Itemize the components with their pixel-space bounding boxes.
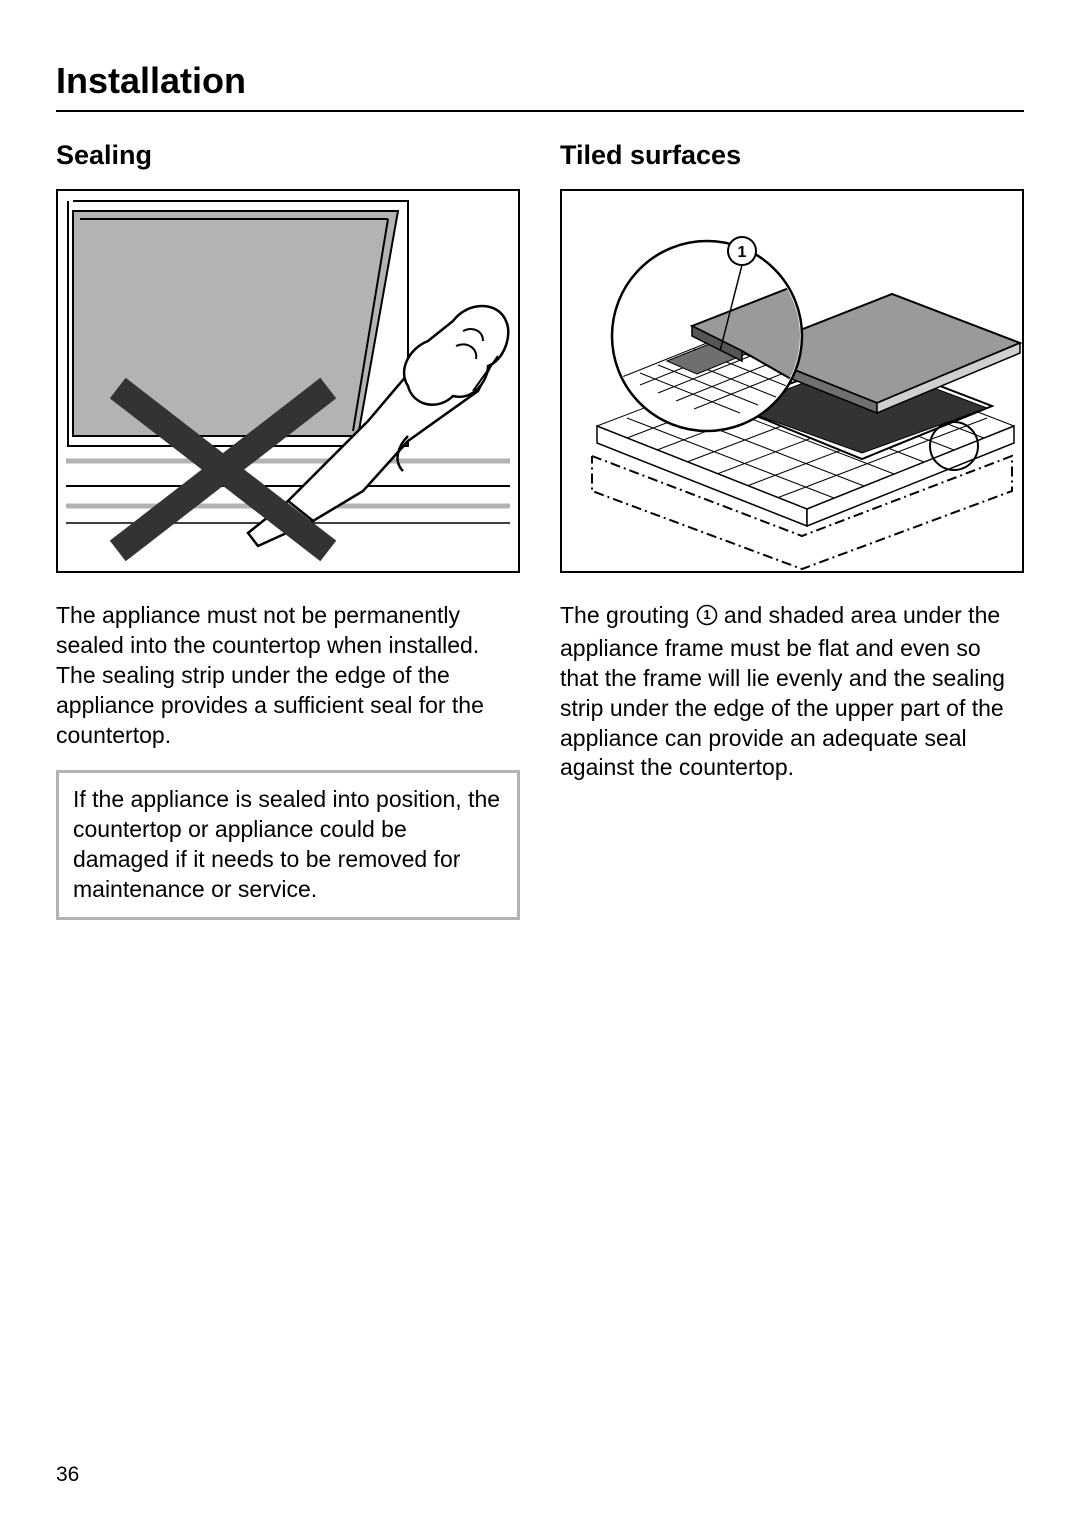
page-title: Installation <box>56 60 1024 102</box>
left-column: Sealing <box>56 140 520 920</box>
callout-1-inline-icon: 1 <box>696 604 718 634</box>
sealing-paragraph: The appliance must not be permanently se… <box>56 601 520 750</box>
sealing-warning-box: If the appliance is sealed into position… <box>56 770 520 920</box>
title-rule <box>56 110 1024 112</box>
tiled-paragraph: The grouting 1 and shaded area under the… <box>560 601 1024 783</box>
tiled-heading: Tiled surfaces <box>560 140 1024 171</box>
sealing-warning-text: If the appliance is sealed into position… <box>73 786 500 902</box>
tiled-para-after: and shaded area under the appliance fram… <box>560 602 1005 780</box>
sealing-figure <box>56 189 520 573</box>
manual-page: Installation Sealing <box>0 0 1080 1529</box>
tiled-diagram-svg: 1 <box>562 191 1022 571</box>
sealing-heading: Sealing <box>56 140 520 171</box>
sealing-diagram-svg <box>58 191 518 571</box>
right-column: Tiled surfaces <box>560 140 1024 920</box>
page-number: 36 <box>56 1463 79 1487</box>
svg-text:1: 1 <box>703 607 710 622</box>
callout-1-label: 1 <box>738 244 747 261</box>
tiled-figure: 1 <box>560 189 1024 573</box>
two-column-layout: Sealing <box>56 140 1024 920</box>
tiled-para-before: The grouting <box>560 602 696 628</box>
